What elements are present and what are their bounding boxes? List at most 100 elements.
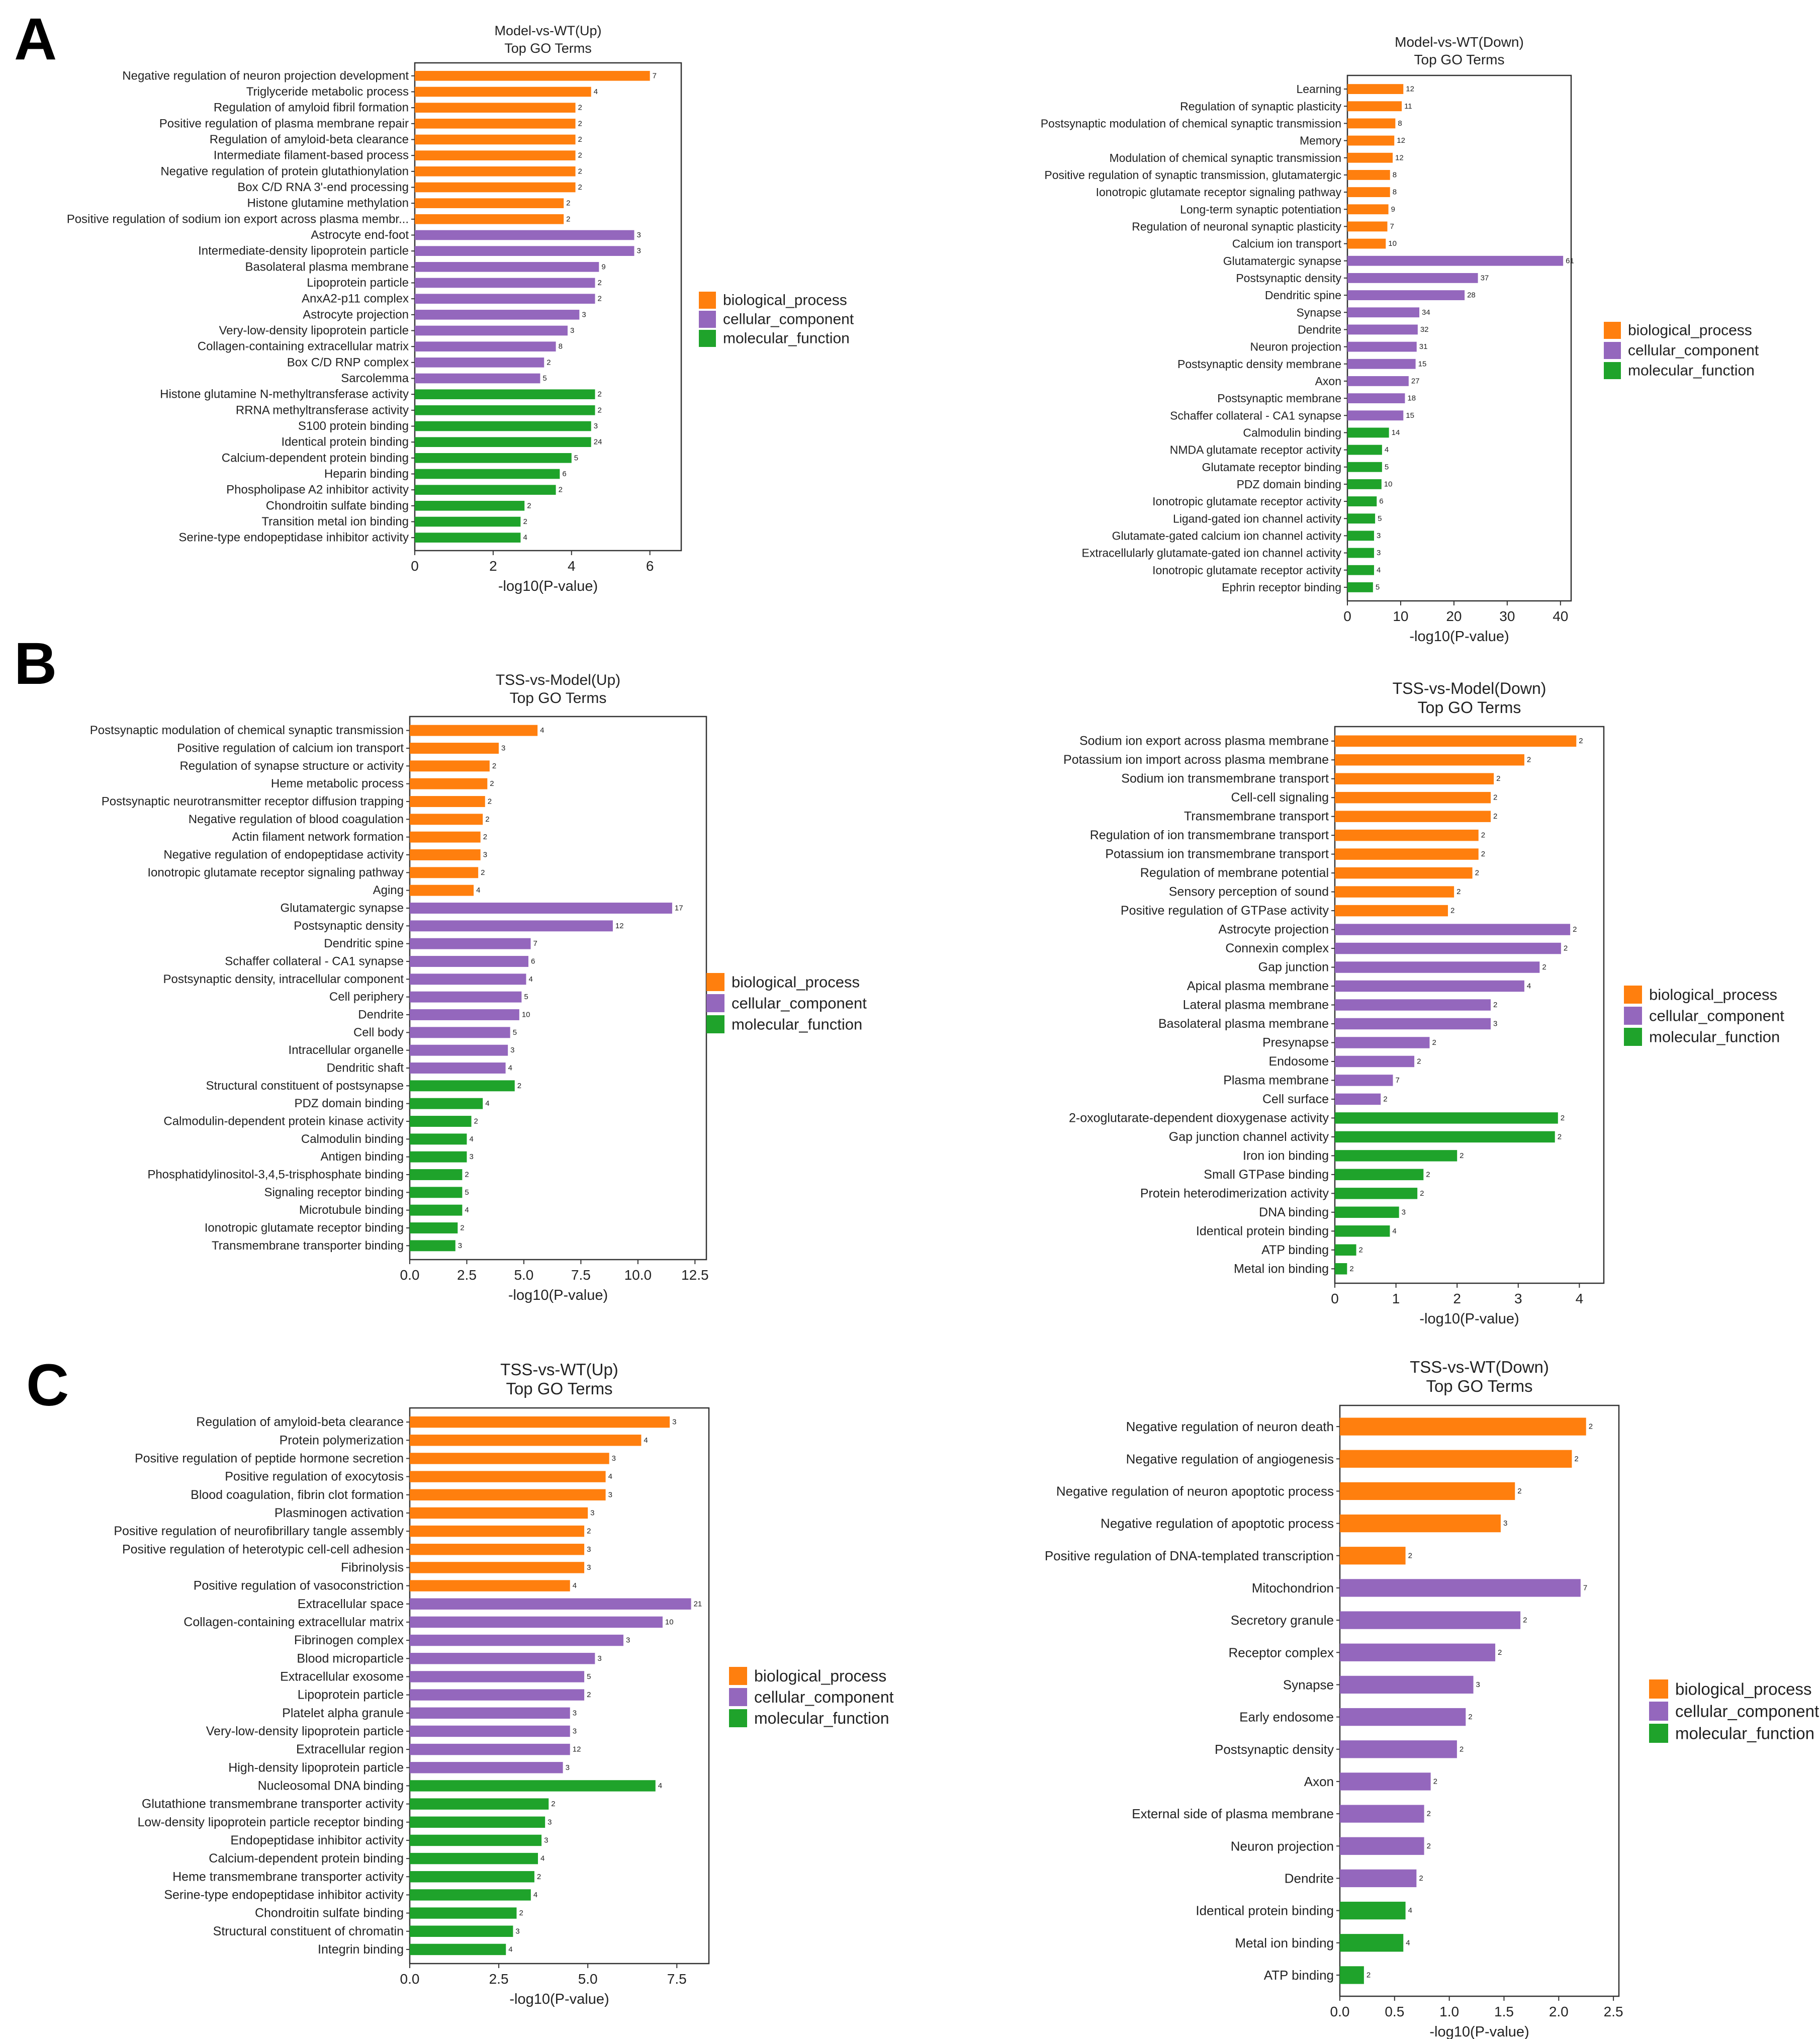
category-label: DNA binding	[1259, 1205, 1329, 1219]
x-tick-label: 20	[1446, 608, 1462, 624]
category-label: Extracellular exosome	[280, 1669, 404, 1683]
count-label: 3	[544, 1836, 548, 1844]
category-label: Extracellular space	[298, 1597, 404, 1611]
count-label: 12	[1397, 136, 1405, 145]
count-label: 2	[1420, 1189, 1424, 1198]
category-label: Potassium ion import across plasma membr…	[1063, 753, 1329, 767]
count-label: 3	[636, 231, 641, 239]
bar	[410, 1598, 691, 1610]
bar	[1347, 376, 1409, 386]
category-label: Calcium-dependent protein binding	[209, 1851, 404, 1866]
category-label: Basolateral plasma membrane	[1158, 1017, 1329, 1031]
legend-label: molecular_function	[1649, 1028, 1780, 1046]
count-label: 3	[570, 326, 574, 335]
category-label: Metal ion binding	[1234, 1262, 1329, 1276]
count-label: 3	[582, 310, 586, 319]
category-label: Actin filament network formation	[232, 830, 404, 844]
category-label: Microtubule binding	[299, 1203, 404, 1217]
count-label: 4	[644, 1436, 648, 1445]
panel-letter-c: C	[26, 1352, 69, 1419]
bar	[1335, 867, 1473, 879]
category-label: Identical protein binding	[1196, 1224, 1329, 1238]
category-label: Blood coagulation, fibrin clot formation	[191, 1488, 404, 1502]
legend-swatch	[729, 1688, 747, 1706]
count-label: 3	[483, 851, 487, 859]
bar	[1335, 735, 1577, 747]
x-tick-label: 2.5	[457, 1267, 477, 1283]
bar	[410, 903, 672, 914]
category-label: Astrocyte projection	[303, 308, 409, 321]
count-label: 6	[531, 957, 535, 966]
count-label: 3	[594, 422, 598, 430]
count-label: 2	[1460, 1151, 1464, 1160]
bar	[1340, 1934, 1404, 1952]
bar	[1335, 829, 1479, 841]
category-label: Phospholipase A2 inhibitor activity	[226, 483, 409, 497]
category-label: Sensory perception of sound	[1169, 885, 1329, 899]
category-label: Dendrite	[358, 1008, 404, 1022]
x-axis-label: -log10(P-value)	[509, 1991, 609, 2007]
category-label: Box C/D RNA 3'-end processing	[237, 181, 409, 194]
category-label: Mitochondrion	[1252, 1580, 1334, 1595]
category-label: Regulation of amyloid-beta clearance	[210, 133, 409, 146]
count-label: 15	[1418, 360, 1427, 368]
count-label: 4	[1406, 1938, 1410, 1947]
category-label: Regulation of synaptic plasticity	[1180, 100, 1341, 113]
count-label: 2	[488, 797, 492, 806]
category-label: Axon	[1304, 1774, 1334, 1789]
count-label: 3	[515, 1927, 519, 1935]
count-label: 4	[508, 1945, 512, 1954]
category-label: Gap junction	[1258, 960, 1329, 974]
count-label: 2	[485, 815, 489, 824]
category-label: Positive regulation of calcium ion trans…	[177, 742, 404, 755]
x-tick-label: 2	[489, 558, 497, 574]
count-label: 3	[636, 247, 641, 255]
chart-subtitle: Top GO Terms	[1426, 1377, 1532, 1395]
count-label: 2	[1408, 1551, 1412, 1560]
legend-label: cellular_component	[732, 995, 867, 1012]
legend-swatch	[1604, 342, 1621, 359]
category-label: 2-oxoglutarate-dependent dioxygenase act…	[1069, 1111, 1329, 1125]
bar	[415, 214, 564, 224]
category-label: Potassium ion transmembrane transport	[1105, 847, 1329, 861]
bar	[410, 1653, 595, 1664]
count-label: 2	[1564, 944, 1568, 953]
legend-swatch	[706, 1015, 724, 1033]
legend-swatch	[699, 292, 716, 309]
count-label: 6	[562, 470, 566, 478]
count-label: 4	[1527, 982, 1531, 991]
category-label: Protein heterodimerization activity	[1140, 1186, 1329, 1200]
category-label: Regulation of ion transmembrane transpor…	[1090, 828, 1329, 842]
category-label: Glutathione transmembrane transporter ac…	[142, 1797, 404, 1811]
category-label: Endosome	[1268, 1054, 1329, 1069]
legend-label: biological_process	[723, 292, 847, 309]
bar	[1347, 445, 1382, 455]
category-label: Cell surface	[1262, 1092, 1329, 1106]
category-label: Signaling receptor binding	[264, 1186, 404, 1199]
category-label: Chondroitin sulfate binding	[255, 1906, 404, 1920]
count-label: 2	[1475, 869, 1479, 877]
category-label: Regulation of amyloid-beta clearance	[196, 1415, 404, 1429]
bar	[410, 1562, 585, 1573]
x-axis-label: -log10(P-value)	[1409, 629, 1509, 645]
bar	[1347, 479, 1382, 489]
bar	[1347, 565, 1374, 575]
category-label: Long-term synaptic potentiation	[1180, 203, 1341, 216]
x-tick-label: 2	[1453, 1291, 1461, 1306]
x-axis-label: -log10(P-value)	[508, 1287, 608, 1303]
category-label: Sodium ion transmembrane transport	[1121, 772, 1329, 786]
count-label: 4	[528, 975, 532, 984]
x-tick-label: 2.5	[489, 1971, 509, 1987]
legend: biological_process cellular_componentmole…	[1624, 986, 1784, 1046]
count-label: 3	[1402, 1208, 1406, 1216]
count-label: 7	[1396, 1076, 1400, 1085]
bar	[415, 421, 591, 431]
bar	[1340, 1772, 1431, 1791]
count-label: 3	[469, 1153, 473, 1161]
category-label: Positive regulation of GTPase activity	[1121, 904, 1329, 918]
legend: biological_process cellular_componentmole…	[706, 973, 867, 1033]
legend-swatch	[1649, 1724, 1668, 1743]
category-label: Postsynaptic density	[1215, 1742, 1334, 1757]
count-label: 4	[573, 1581, 577, 1590]
category-label: Postsynaptic modulation of chemical syna…	[90, 724, 404, 737]
